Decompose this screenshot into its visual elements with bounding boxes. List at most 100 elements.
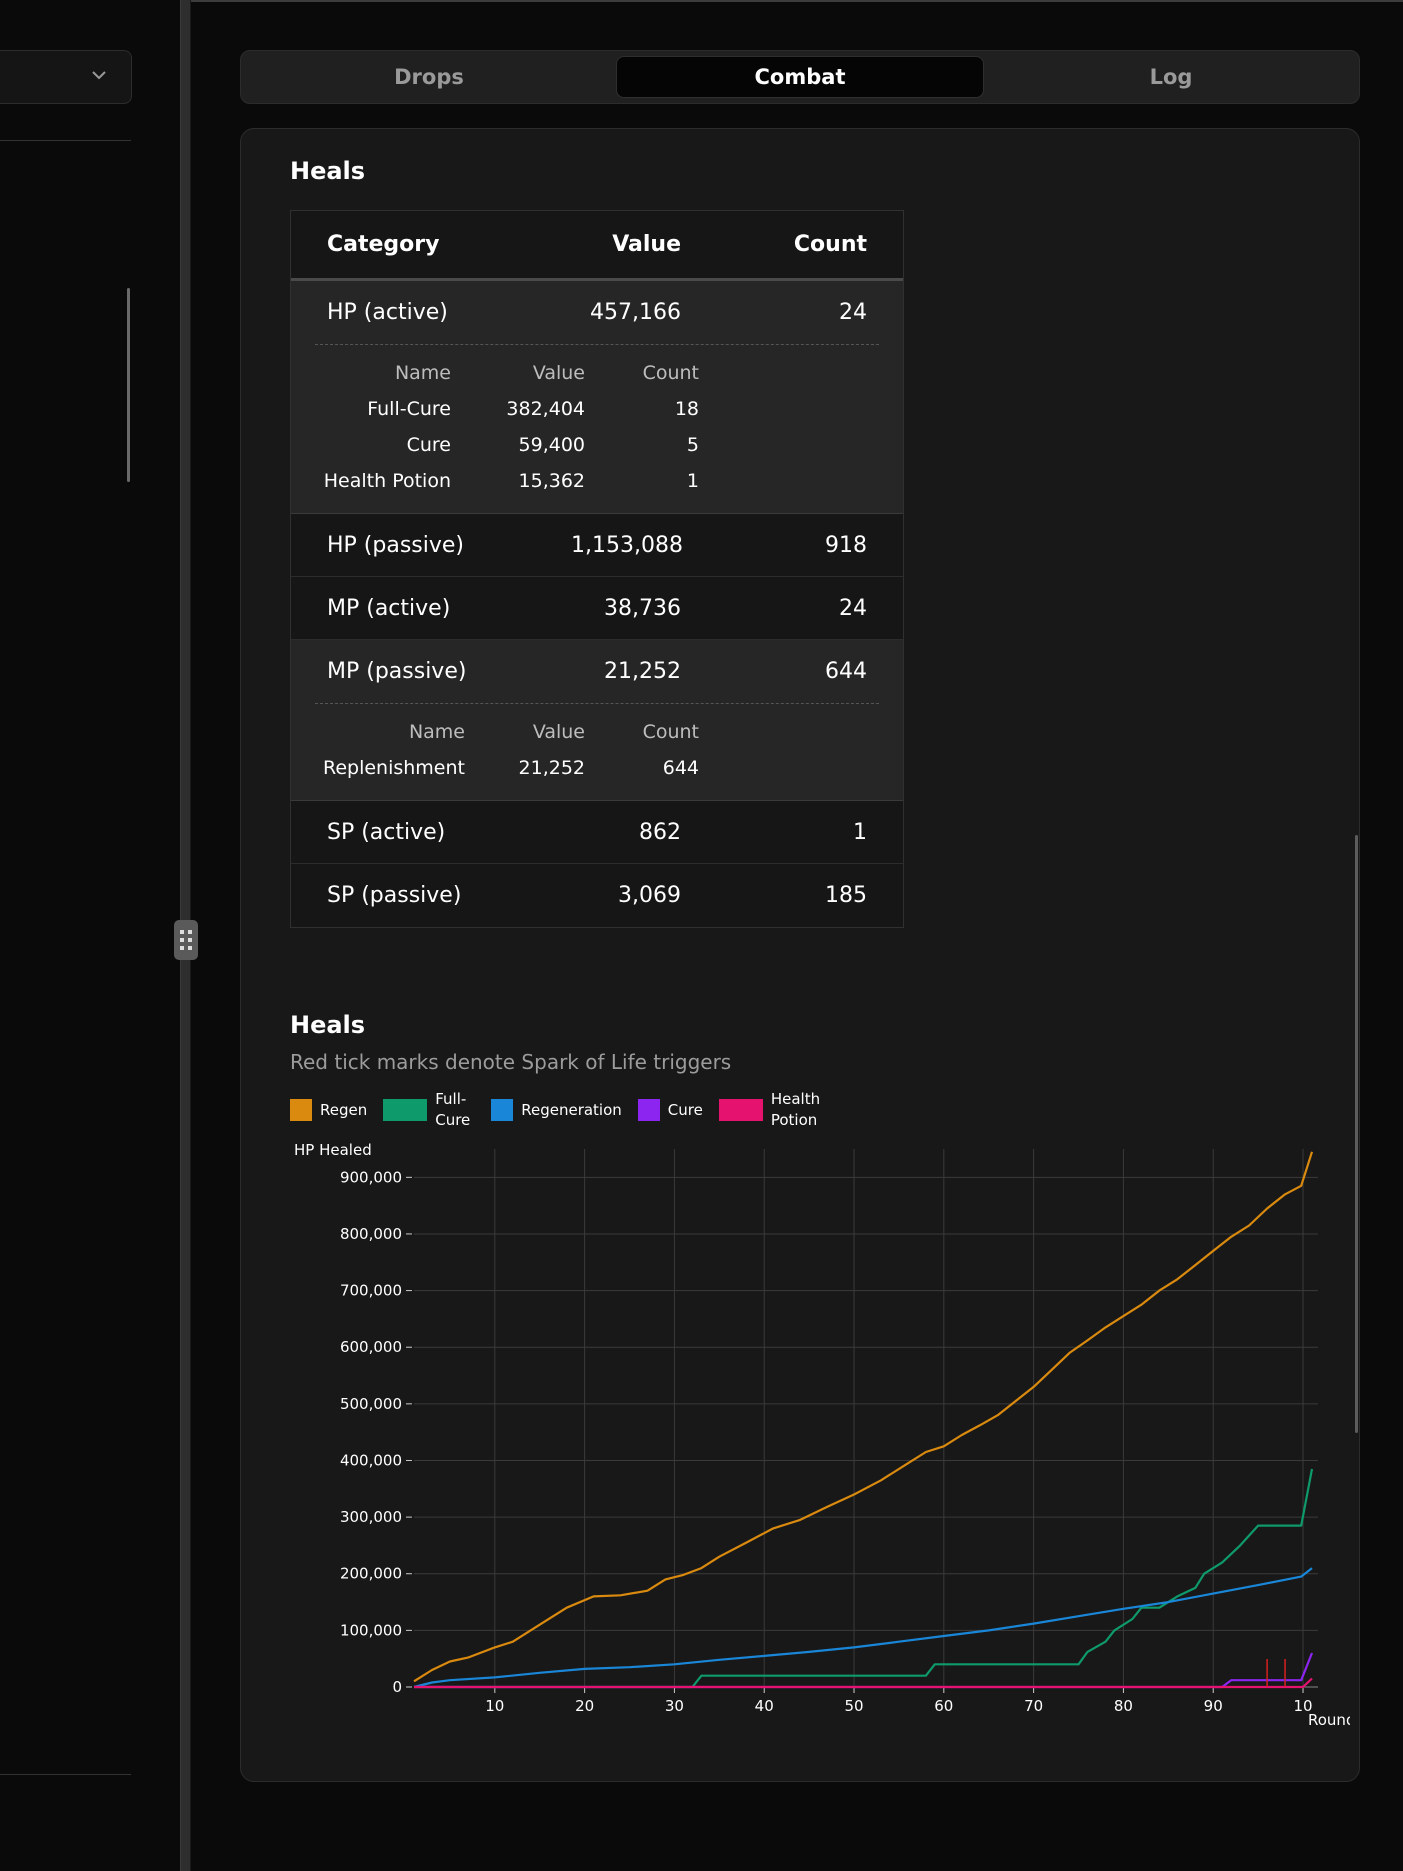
legend-item[interactable]: Cure [637, 1099, 703, 1121]
x-axis-label: Round [1308, 1711, 1350, 1729]
sub-name-cell: Cure [406, 434, 451, 456]
x-axis-tick-label: 70 [1024, 1697, 1043, 1715]
column-header[interactable]: Category [327, 232, 440, 257]
table-row[interactable]: MP (active) 38,736 24 [291, 577, 903, 640]
sub-column-header: Count [642, 362, 699, 384]
heals-chart-title: Heals [290, 1011, 366, 1039]
tab-log[interactable]: Log [1149, 65, 1193, 89]
tab-bar: Drops Combat Log [240, 50, 1360, 104]
sub-table-row: Replenishment 21,252 644 [315, 750, 879, 786]
left-dropdown[interactable] [0, 50, 132, 104]
series-line-full-cure [414, 1468, 1314, 1689]
sub-count-cell: 1 [686, 470, 699, 492]
chevron-down-icon [92, 71, 106, 80]
table-row[interactable]: SP (passive) 3,069 185 [291, 864, 903, 927]
top-border [0, 0, 1403, 2]
y-axis-tick-label: 200,000 [340, 1565, 402, 1583]
count-cell: 1 [853, 819, 867, 845]
value-cell: 862 [639, 819, 681, 845]
main-scrollbar[interactable] [1355, 835, 1358, 1433]
sub-count-cell: 18 [674, 398, 699, 420]
category-cell: HP (passive) [327, 532, 465, 558]
y-axis-tick-label: 400,000 [340, 1451, 402, 1469]
y-axis-tick-label: 800,000 [340, 1225, 402, 1243]
chart-grid [414, 1149, 1318, 1688]
value-cell: 3,069 [618, 883, 681, 908]
sub-table-row: Cure 59,400 5 [315, 427, 879, 463]
sub-column-header: Count [642, 721, 699, 743]
sub-column-header: Name [408, 721, 465, 743]
tab-combat[interactable]: Combat [616, 56, 984, 98]
sub-column-header: Value [532, 362, 585, 384]
sub-value-cell: 21,252 [518, 757, 585, 779]
y-axis-tick-label: 700,000 [340, 1282, 402, 1300]
left-scrollbar[interactable] [127, 288, 130, 482]
sub-value-cell: 15,362 [518, 470, 585, 492]
value-cell: 38,736 [604, 595, 681, 621]
table-row-group[interactable]: HP (active) 457,166 24 Name Value Count … [291, 281, 903, 514]
left-pane [0, 0, 180, 1871]
x-axis-tick-label: 40 [755, 1697, 774, 1715]
y-axis-tick-label: 0 [392, 1678, 402, 1696]
category-cell: MP (active) [327, 595, 451, 621]
y-axis-tick-label: 600,000 [340, 1338, 402, 1356]
heals-line-chart: 10 20 30 40 50 60 70 80 90 100100,000200,000300,0… [294, 1141, 1350, 1729]
table-row[interactable]: MP (passive) 21,252 644 [291, 640, 903, 703]
x-axis-tick-label: 90 [1204, 1697, 1223, 1715]
divider [0, 1774, 131, 1775]
y-axis-label: HP Healed [294, 1141, 372, 1159]
x-axis-tick-label: 60 [934, 1697, 953, 1715]
y-axis-tick-label: 300,000 [340, 1508, 402, 1526]
count-cell: 24 [839, 300, 867, 325]
legend-item[interactable]: Health Potion [718, 1089, 827, 1131]
legend-swatch [383, 1099, 428, 1121]
value-cell: 457,166 [590, 300, 681, 325]
chart-axes: 10 20 30 40 50 60 70 80 90 100100,000200,000300,0… [340, 1168, 1318, 1715]
value-cell: 1,153,088 [571, 532, 683, 558]
sub-count-cell: 644 [662, 757, 699, 779]
legend-item[interactable]: Regen [290, 1099, 367, 1121]
legend-label: Regen [320, 1100, 368, 1119]
legend-label: Regeneration [521, 1100, 622, 1119]
sub-table: Name Value Count Replenishment 21,252 64… [315, 703, 879, 800]
sub-count-cell: 5 [686, 434, 699, 456]
table-header: Category Value Count [291, 211, 903, 281]
sub-name-cell: Health Potion [323, 470, 451, 492]
count-cell: 24 [839, 595, 867, 621]
sub-value-cell: 59,400 [518, 434, 585, 456]
splitter-drag-handle[interactable] [174, 920, 198, 960]
y-axis-tick-label: 900,000 [340, 1168, 402, 1186]
sub-column-header: Name [394, 362, 451, 384]
y-axis-tick-label: 500,000 [340, 1395, 402, 1413]
legend-swatch [637, 1099, 660, 1121]
category-cell: SP (passive) [327, 883, 462, 908]
legend-label: Full-Cure [435, 1090, 471, 1129]
sub-table-header: Name Value Count [315, 714, 879, 750]
y-axis-tick-label: 100,000 [340, 1621, 402, 1639]
legend-swatch [718, 1099, 763, 1121]
heals-table: Category Value Count HP (active) 457,166… [290, 210, 904, 928]
category-cell: MP (passive) [327, 659, 467, 684]
table-row[interactable]: SP (active) 862 1 [291, 801, 903, 864]
chart-legend: Regen Full-Cure Regeneration Cure Health… [290, 1089, 835, 1131]
column-header[interactable]: Value [612, 232, 681, 257]
series-line-health-potion [414, 1677, 1313, 1689]
tab-drops[interactable]: Drops [394, 65, 464, 89]
legend-swatch [290, 1099, 312, 1121]
category-cell: SP (active) [327, 819, 446, 845]
legend-item[interactable]: Full-Cure [383, 1089, 475, 1131]
sub-name-cell: Full-Cure [367, 398, 451, 420]
table-row[interactable]: HP (passive) 1,153,088 918 [291, 514, 903, 577]
series-line-cure [414, 1652, 1314, 1689]
sub-table: Name Value Count Full-Cure 382,404 18 Cu… [315, 344, 879, 513]
sub-value-cell: 382,404 [506, 398, 585, 420]
x-axis-tick-label: 10 [485, 1697, 504, 1715]
legend-item[interactable]: Regeneration [491, 1099, 622, 1121]
heals-table-title: Heals [290, 157, 366, 185]
table-row[interactable]: HP (active) 457,166 24 [291, 281, 903, 344]
legend-swatch [491, 1099, 514, 1121]
table-row-group[interactable]: MP (passive) 21,252 644 Name Value Count… [291, 640, 903, 801]
column-header[interactable]: Count [793, 232, 867, 257]
divider [0, 140, 131, 141]
